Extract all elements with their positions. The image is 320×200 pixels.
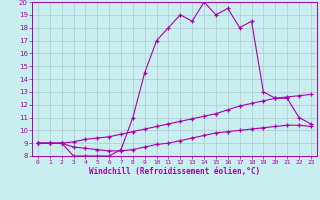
X-axis label: Windchill (Refroidissement éolien,°C): Windchill (Refroidissement éolien,°C) bbox=[89, 167, 260, 176]
